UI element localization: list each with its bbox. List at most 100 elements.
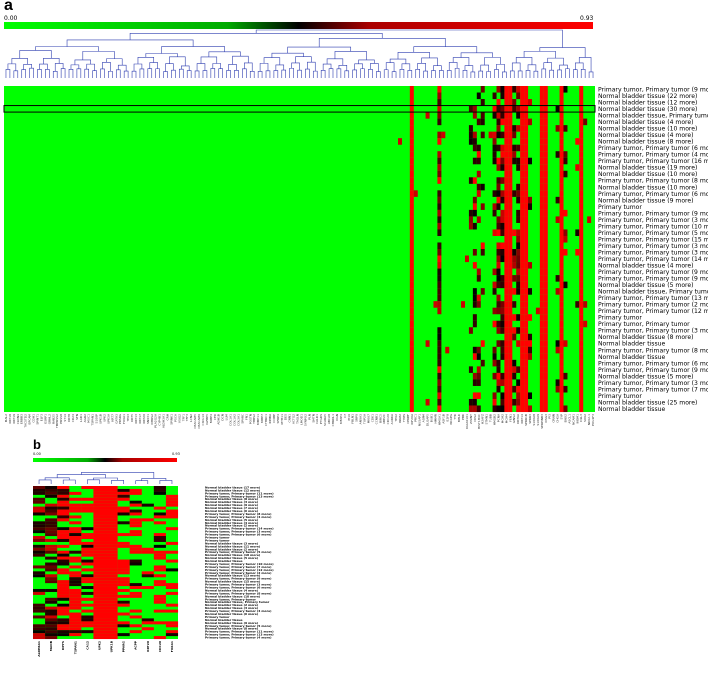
column-a-dendrogram-branch xyxy=(273,70,279,78)
heatmap-a-cell xyxy=(500,307,505,315)
row-label-a: Primary tumor xyxy=(598,393,642,400)
heatmap-a-cell xyxy=(409,340,414,347)
heatmap-b-cell xyxy=(165,621,179,625)
heatmap-b-cell xyxy=(69,509,82,513)
heatmap-a-cell xyxy=(500,216,505,223)
heatmap-a-cell xyxy=(516,86,521,93)
heatmap-b-cell xyxy=(93,486,106,489)
heatmap-a-cell xyxy=(524,398,529,406)
heatmap-a-cell xyxy=(437,392,442,400)
heatmap-a-cell xyxy=(559,346,564,354)
column-label-a: CDH1 xyxy=(32,414,36,423)
heatmap-a-cell xyxy=(516,105,521,113)
heatmap-a-cell xyxy=(583,301,588,308)
heatmap-b-cell xyxy=(129,524,142,528)
column-label-a: KRT14 xyxy=(520,414,524,424)
heatmap-a-cell xyxy=(539,268,544,276)
column-b-dendrogram-branch xyxy=(56,474,106,478)
column-label-a: SYP xyxy=(560,414,564,420)
row-label-b: Normal bladder tissue (8 more) xyxy=(205,497,259,501)
column-label-a: GRHL2 xyxy=(47,414,51,424)
heatmap-b-cell xyxy=(105,553,118,557)
heatmap-a-cell xyxy=(492,203,497,210)
heatmap-a-cell xyxy=(409,314,414,321)
heatmap-a-cell xyxy=(480,203,485,210)
heatmap-b-cell xyxy=(57,624,70,628)
row-label-b: Normal bladder tissue (3 more) xyxy=(205,500,259,504)
heatmap-b-cell xyxy=(105,515,118,519)
heatmap-b-cell xyxy=(33,488,46,492)
heatmap-a-cell xyxy=(512,249,517,256)
heatmap-b-cell xyxy=(117,571,130,575)
heatmap-b-cell xyxy=(33,633,46,637)
column-label-a: PPARG xyxy=(118,413,122,424)
heatmap-a-cell xyxy=(539,222,544,230)
heatmap-a-cell xyxy=(508,385,513,393)
heatmap-a-cell xyxy=(409,112,414,119)
heatmap-a-cell xyxy=(563,229,568,237)
heatmap-a-cell xyxy=(512,333,517,341)
column-label-a: BIRC5 xyxy=(378,414,382,423)
heatmap-a-cell xyxy=(579,398,584,406)
column-label-b: UPK1B xyxy=(110,640,114,652)
heatmap-b-cell xyxy=(117,624,130,628)
heatmap-a-cell xyxy=(504,333,509,341)
row-label-a: Primary tumor xyxy=(598,315,642,322)
column-label-a: ADH1B xyxy=(217,414,221,425)
column-a-dendrogram-branch xyxy=(509,70,515,78)
heatmap-b-cell xyxy=(105,577,118,581)
heatmap-a-cell xyxy=(524,353,529,360)
row-label-a: Primary tumor xyxy=(598,204,642,211)
heatmap-a-cell xyxy=(500,353,505,360)
column-label-a: FEN1 xyxy=(508,414,512,422)
row-label-b: Primary tumor, Primary tumor (11 more) xyxy=(205,491,274,495)
heatmap-a-cell xyxy=(543,125,548,132)
heatmap-b-cell xyxy=(93,521,106,525)
heatmap-a-cell xyxy=(579,366,584,373)
heatmap-a-cell xyxy=(508,209,513,217)
heatmap-a-cell xyxy=(472,405,477,413)
heatmap-a-cell xyxy=(559,385,564,393)
heatmap-a-cell xyxy=(500,379,505,386)
heatmap-b-cell xyxy=(33,500,46,504)
heatmap-b-cell xyxy=(93,556,106,560)
column-a-dendrogram-branch xyxy=(149,62,158,69)
column-label-a: TACSTD2 xyxy=(24,414,28,429)
column-label-a: PCNA xyxy=(496,413,500,422)
row-label-a: Normal bladder tissue (4 more) xyxy=(598,119,694,126)
heatmap-a-cell xyxy=(437,333,442,341)
column-a-dendrogram-branch xyxy=(376,71,381,78)
row-label-a: Normal bladder tissue (30 more) xyxy=(598,106,697,113)
column-label-b: CA12 xyxy=(85,641,89,650)
column-label-a: DHRS2 xyxy=(150,414,154,425)
column-label-b: UPK2 xyxy=(97,641,101,650)
column-label-a: HIST1H4C xyxy=(477,414,481,429)
row-label-b: Normal bladder tissue (6 more) xyxy=(205,612,259,616)
column-label-a: ELF3 xyxy=(39,414,43,421)
heatmap-a-cell xyxy=(504,379,509,386)
heatmap-b-cell xyxy=(153,550,166,554)
heatmap-a-cell xyxy=(504,255,509,263)
column-label-a: PTGDS xyxy=(319,414,323,424)
heatmap-a-cell xyxy=(555,275,560,282)
heatmap-a-cell xyxy=(492,209,497,217)
colorscale-a-min-label: 0.00 xyxy=(4,15,18,22)
column-a-dendrogram-branch xyxy=(281,69,287,78)
column-label-a: TTK xyxy=(453,413,457,421)
heatmap-a-cell xyxy=(524,209,529,217)
heatmap-b-cell xyxy=(93,530,106,534)
heatmap-b-cell xyxy=(69,559,82,563)
heatmap-a-cell xyxy=(579,301,584,308)
column-label-a: RRM2 xyxy=(398,414,402,423)
heatmap-a-cell xyxy=(520,229,525,237)
row-label-b: Normal bladder tissue (7 more) xyxy=(205,506,259,510)
heatmap-a-cell xyxy=(579,229,584,237)
row-label-b: Primary tumor xyxy=(205,615,230,619)
heatmap-a-cell xyxy=(520,177,525,184)
heatmap-a-cell xyxy=(508,164,513,171)
heatmap-a-cell xyxy=(504,307,509,315)
heatmap-b-cell xyxy=(105,536,118,540)
heatmap-a-cell xyxy=(520,353,525,360)
heatmap-b-cell xyxy=(105,603,118,607)
heatmap-a-cell xyxy=(476,268,481,276)
